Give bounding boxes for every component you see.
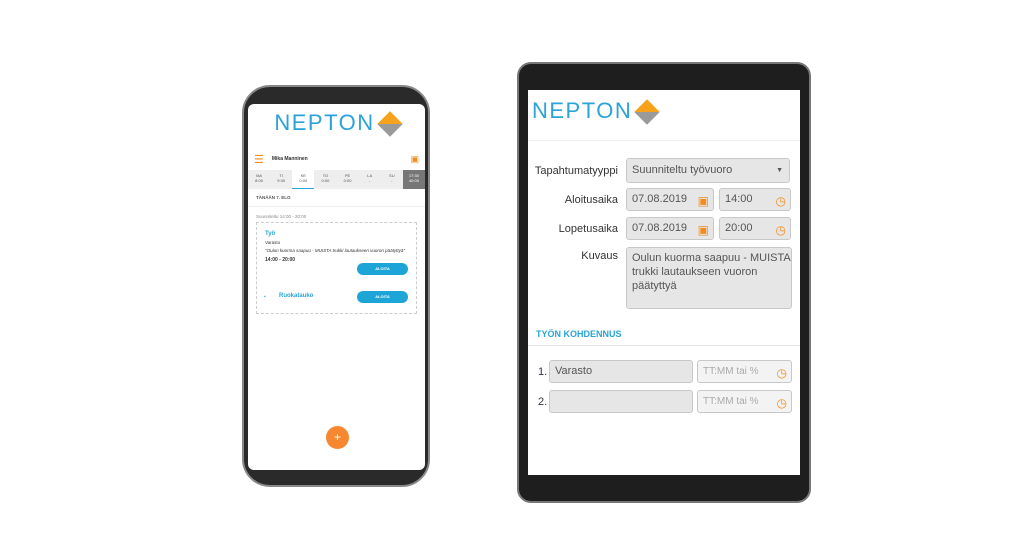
tablet-logo: NEPTON (532, 98, 661, 125)
type-select[interactable]: Suunniteltu työvuoro ▼ (626, 158, 790, 183)
end-date-input[interactable]: 07.08.2019 ▣ (626, 217, 714, 240)
type-label: Tapahtumatyyppi (534, 165, 618, 177)
clock-icon: ◷ (776, 366, 787, 380)
allocation-target-input[interactable]: Varasto (549, 360, 693, 383)
allocation-time-input[interactable]: TT:MM tai % ◷ (697, 360, 792, 383)
day-tab[interactable]: TO 0:00 (321, 173, 330, 183)
day-tab[interactable]: TI 9:30 (277, 173, 286, 183)
clock-icon: ◷ (775, 223, 786, 237)
allocation-time-input[interactable]: TT:MM tai % ◷ (697, 390, 792, 413)
calendar-icon: ▣ (697, 194, 709, 208)
calendar-icon[interactable]: ▣ (410, 153, 419, 164)
task-title: Työ (265, 231, 276, 237)
planned-time: Suunniteltu 14:00 - 20:00 (256, 214, 307, 219)
tablet-screen: NEPTON Tapahtumatyyppi Suunniteltu työvu… (528, 90, 800, 475)
allocation-target-input[interactable] (549, 390, 693, 413)
day-tab[interactable]: PE 0:00 (343, 173, 352, 183)
logo-cube-icon (634, 99, 661, 125)
bullet-icon: ▪ (264, 294, 266, 300)
end-label: Lopetusaika (558, 223, 618, 235)
start-break-button[interactable]: ALOITA (357, 291, 408, 303)
start-task-button[interactable]: ALOITA (357, 263, 408, 275)
logo-text: NEPTON (274, 110, 375, 135)
description-textarea[interactable]: Oulun kuorma saapuu - MUISTA trukki laut… (626, 247, 792, 309)
day-tab[interactable]: SU - (389, 173, 395, 183)
calendar-icon: ▣ (697, 223, 709, 237)
week-day-bar: MA 8:00 TI 9:30 KE 0:00 TO 0:00 PE 0:00 LA - S… (248, 170, 425, 189)
phone-screen: NEPTON ☰ Mika Manninen ▣ MA 8:00 TI 9:30 K… (248, 104, 425, 470)
day-tab[interactable]: MA 8:00 (255, 173, 263, 183)
phone-logo: NEPTON (248, 110, 425, 137)
shift-card: Työ Varasto "Oulun kuorma saapuu - MUIST… (256, 222, 417, 314)
user-name: Mika Manninen (271, 156, 308, 162)
logo-text: NEPTON (532, 98, 633, 123)
description-label: Kuvaus (581, 250, 618, 262)
clock-icon: ◷ (776, 396, 787, 410)
dropdown-arrow-icon: ▼ (776, 167, 783, 174)
start-time-input[interactable]: 14:00 ◷ (719, 188, 791, 211)
menu-icon[interactable]: ☰ (254, 153, 264, 166)
task-place: Varasto (265, 240, 281, 245)
break-title: Ruokatauko (279, 293, 314, 299)
task-note: "Oulun kuorma saapuu - MUISTA trukki lau… (265, 248, 406, 253)
logo-cube-icon (376, 111, 403, 137)
row-number: 1. (538, 366, 548, 378)
clock-icon: ◷ (775, 194, 786, 208)
end-time-input[interactable]: 20:00 ◷ (719, 217, 791, 240)
start-date-input[interactable]: 07.08.2019 ▣ (626, 188, 714, 211)
row-number: 2. (538, 396, 548, 408)
week-total: 17:30 40:00 (402, 170, 425, 189)
task-time: 14:00 - 20:00 (265, 257, 296, 263)
day-tab[interactable]: LA - (367, 173, 373, 183)
today-heading: TÄNÄÄN 7. ELO (248, 189, 425, 207)
phone-header: ☰ Mika Manninen ▣ (248, 148, 425, 170)
day-tab[interactable]: KE 0:00 (292, 170, 315, 189)
section-heading: TYÖN KOHDENNUS (536, 329, 622, 339)
start-label: Aloitusaika (564, 194, 618, 206)
add-button[interactable]: + (326, 426, 349, 449)
